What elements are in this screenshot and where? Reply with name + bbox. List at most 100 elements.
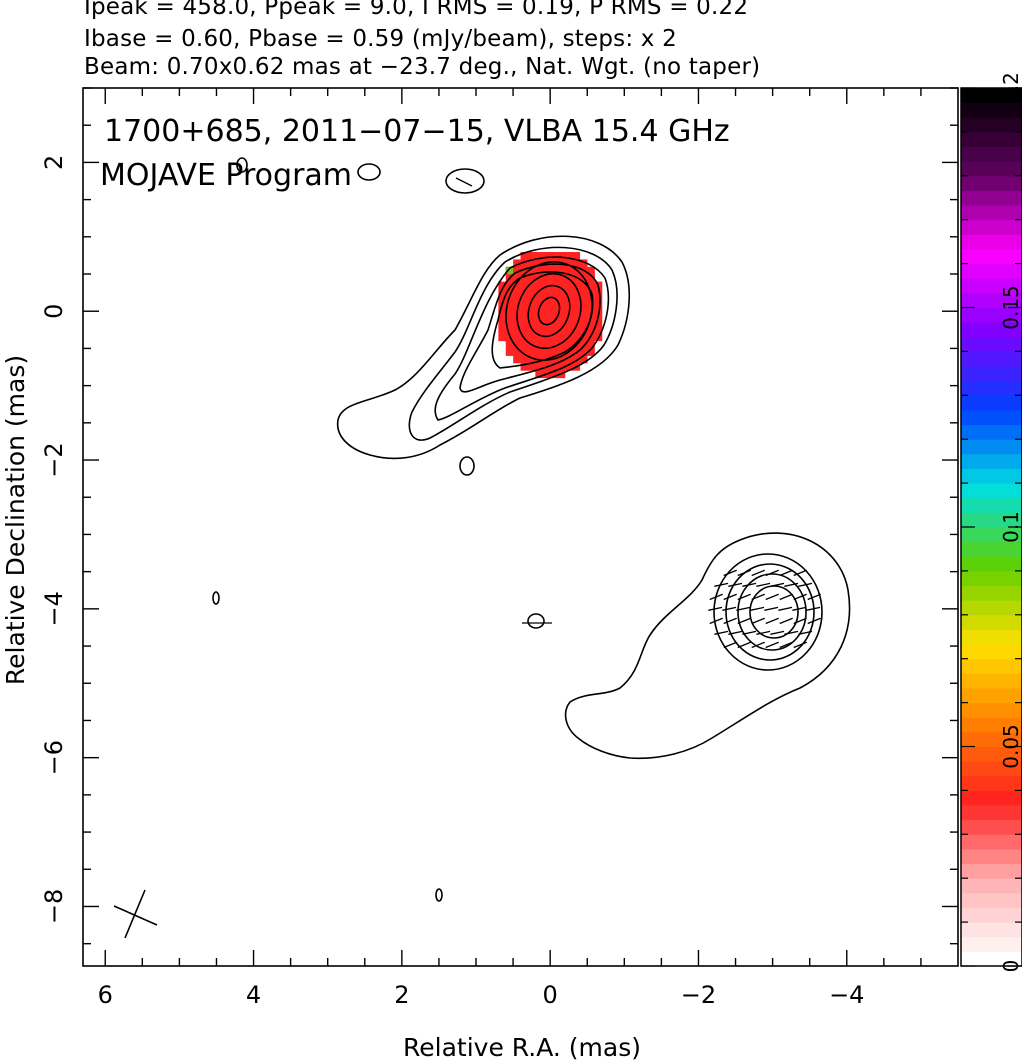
pol-pixel [520, 363, 529, 371]
colorbar-tick-label: 0.05 [999, 724, 1022, 769]
colorbar-step [961, 746, 1022, 762]
beam-marker [113, 889, 158, 939]
x-tick-label: −2 [681, 981, 716, 1009]
pol-pixel [513, 355, 521, 364]
pol-pixel [520, 340, 529, 349]
pol-pixel [527, 355, 536, 364]
pol-pixel [542, 311, 551, 319]
colorbar-step [961, 234, 1022, 250]
pol-pixel [520, 303, 529, 312]
pol-vector [765, 569, 779, 577]
program-label: MOJAVE Program [100, 158, 352, 193]
pol-pixel [527, 274, 536, 282]
colorbar-step [961, 278, 1022, 294]
pol-pixel [535, 296, 544, 305]
colorbar-step [961, 629, 1022, 645]
pol-vector [779, 617, 793, 625]
pol-pixel [572, 289, 581, 297]
pol-vector [784, 630, 799, 635]
pol-vector [756, 630, 771, 635]
pol-pixel [557, 252, 566, 260]
pol-vector [737, 641, 751, 649]
colorbar-tick-labels: 0 0.05 0.1 0.15 0.2 [999, 72, 1022, 972]
y-tick-label: 2 [40, 155, 68, 170]
colorbar-step [961, 805, 1022, 821]
pol-pixel [520, 355, 529, 364]
pol-pixel [564, 281, 573, 290]
pol-pixel [535, 266, 544, 275]
contour-blob-tiny [236, 157, 248, 173]
pol-pixel [550, 348, 558, 356]
pol-pixel [564, 355, 573, 364]
pol-vector [793, 641, 807, 649]
pol-pixel [542, 340, 551, 349]
pol-vector [714, 582, 729, 587]
y-tick-label: −4 [40, 591, 68, 626]
colorbar-step [961, 644, 1022, 660]
pol-pixel [542, 326, 551, 334]
pol-pixel [535, 259, 544, 268]
pol-vector [793, 593, 807, 601]
pol-pixel [542, 259, 551, 268]
pol-vector [722, 606, 737, 611]
y-tick-label: 0 [40, 304, 68, 319]
colorbar-step [961, 483, 1022, 499]
pol-pixel [535, 289, 544, 297]
pol-pixel [564, 340, 573, 349]
colorbar-step [961, 951, 1022, 967]
pol-vector [714, 630, 729, 635]
colorbar-tick-label: 0.1 [999, 511, 1022, 543]
pol-pixel [579, 326, 588, 334]
colorbar-step [961, 366, 1022, 382]
pol-pixel [527, 311, 536, 319]
x-tick-label: −4 [829, 981, 864, 1009]
y-tick-label: −2 [40, 442, 68, 477]
colorbar-step [961, 161, 1022, 177]
y-axis-label: Relative Declination (mas) [1, 355, 30, 685]
pol-pixel [550, 363, 558, 371]
colorbar-step [961, 819, 1022, 835]
pol-pixel [505, 311, 514, 319]
colorbar-step [961, 88, 1022, 104]
pol-pixel [520, 311, 529, 319]
pol-vector [778, 606, 793, 611]
contour-blob-mid [459, 456, 475, 476]
pol-pixel [587, 266, 595, 275]
pol-pixel [550, 333, 558, 342]
colorbar-step [961, 775, 1022, 791]
pol-pixel [594, 326, 603, 334]
pol-pixel [520, 259, 529, 268]
colorbar [961, 88, 1022, 967]
pol-pixel [542, 348, 551, 356]
pol-vector [709, 617, 723, 625]
pol-pixel [587, 348, 595, 356]
pol-pixel [572, 296, 581, 305]
pol-vector [750, 606, 765, 611]
source-label: 1700+685, 2011−07−15, VLBA 15.4 GHz [104, 114, 730, 149]
pol-pixel [572, 311, 581, 319]
pol-pixel [557, 348, 566, 356]
pol-pixel [550, 266, 558, 275]
contour-blob-c [435, 888, 443, 902]
pol-pixel [520, 266, 529, 275]
colorbar-step [961, 541, 1022, 557]
pol-pixel [572, 326, 581, 334]
pol-pixel [520, 348, 529, 356]
pol-pixel [527, 266, 536, 275]
colorbar-step [961, 658, 1022, 674]
pol-pixel [579, 281, 588, 290]
pol-pixel [513, 340, 521, 349]
pol-pixel [520, 318, 529, 327]
pol-pixel [587, 340, 595, 349]
pol-vector [765, 617, 779, 625]
pol-pixel [498, 333, 507, 342]
pol-vector [737, 617, 751, 625]
pol-pixel [550, 326, 558, 334]
pol-pixel [513, 333, 521, 342]
colorbar-step [961, 863, 1022, 879]
plot-frame [82, 87, 959, 967]
pol-vector [751, 569, 765, 577]
colorbar-tick-label: 0.2 [999, 72, 1022, 104]
colorbar-step [961, 131, 1022, 148]
